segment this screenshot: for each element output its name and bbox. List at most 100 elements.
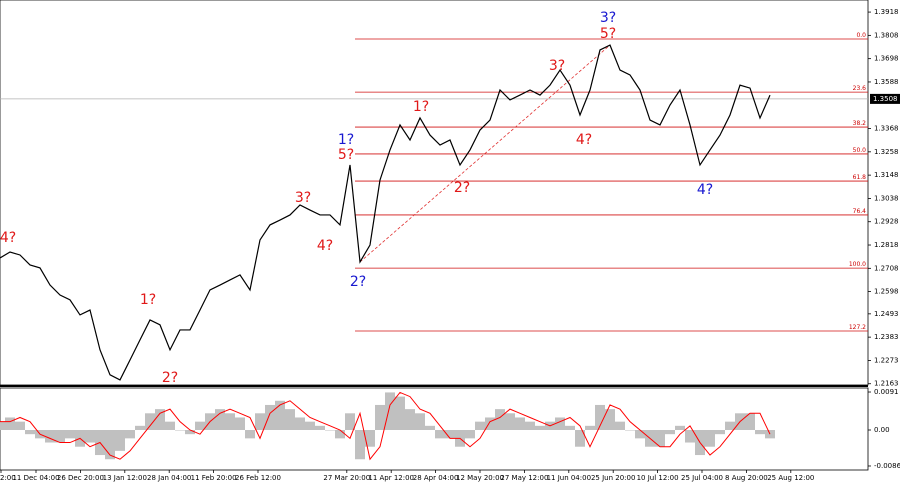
x-tick-label: 26 Feb 12:00	[235, 474, 281, 482]
y-tick-label: 1.3808	[874, 31, 899, 39]
x-tick-label: 13 Jan 12:00	[103, 474, 147, 482]
histogram-bar	[335, 430, 345, 439]
x-tick-label: 11 Dec 04:00	[12, 474, 59, 482]
y-tick-label: 1.3698	[874, 55, 899, 63]
histogram-bar	[55, 430, 65, 443]
wave-label: 2?	[454, 180, 470, 196]
x-tick-label: 28 Apr 04:00	[413, 474, 459, 482]
histogram-bar	[125, 430, 135, 439]
y-tick-label: 1.3588	[874, 78, 899, 86]
histogram-bar	[475, 421, 485, 431]
histogram-bar	[375, 404, 385, 431]
price-line	[0, 44, 771, 381]
y-tick-label: 1.2818	[874, 241, 899, 249]
x-tick-label: 11 Feb 20:00	[191, 474, 237, 482]
y-tick-label: 1.2383	[874, 333, 899, 341]
histogram-bar	[245, 430, 255, 439]
histogram-bar	[165, 421, 175, 431]
histogram-bar	[225, 413, 235, 431]
fib-label: 0.0	[856, 32, 866, 39]
y-tick-label: 1.3918	[874, 8, 899, 16]
histogram-bar	[345, 413, 355, 431]
histogram-bar	[105, 430, 115, 460]
histogram-bar	[255, 413, 265, 431]
x-tick-label: 10 Jul 12:00	[637, 474, 679, 482]
wave-label: 5?	[338, 147, 354, 163]
histogram-bar	[15, 421, 25, 431]
x-tick-label: 25 Jun 20:00	[591, 474, 635, 482]
histogram-bar	[425, 425, 435, 431]
histogram-bar	[395, 396, 405, 431]
y-tick-label: 1.2493	[874, 310, 899, 318]
histogram-bar	[275, 400, 285, 431]
histogram-bar	[655, 430, 665, 447]
histogram-bar	[215, 409, 225, 431]
x-tick-label: 12 May 20:00	[456, 474, 504, 482]
histogram-bar	[285, 409, 295, 431]
wave-label: 4?	[317, 238, 333, 254]
histogram-bar	[385, 392, 395, 431]
histogram-bar	[535, 425, 545, 431]
histogram-bar	[25, 430, 35, 435]
wave-label: 4?	[0, 230, 16, 246]
x-tick-label: 8 Aug 20:00	[725, 474, 768, 482]
histogram-bar	[725, 421, 735, 431]
histogram-bar	[615, 421, 625, 431]
histogram-bar	[505, 413, 515, 431]
histogram-bar	[145, 413, 155, 431]
current-price-box	[870, 93, 900, 104]
y-tick-label: 1.2598	[874, 288, 899, 296]
wave-label: 1?	[140, 292, 156, 308]
wave-label: 4?	[576, 132, 592, 148]
histogram-bar	[465, 430, 475, 439]
wave-label: 1?	[413, 99, 429, 115]
histogram-bar	[45, 430, 55, 443]
current-price-label: 1.3508	[873, 95, 898, 103]
histogram-bar	[305, 421, 315, 431]
y-tick-label: 1.2928	[874, 218, 899, 226]
fib-label: 50.0	[853, 147, 867, 154]
histogram-bar	[705, 430, 715, 447]
y-tick-label: -0.00862	[874, 462, 900, 470]
histogram-bar	[365, 430, 375, 447]
x-tick-label: 11 Jun 04:00	[547, 474, 591, 482]
fib-label: 23.6	[853, 85, 867, 92]
y-tick-label: 1.3258	[874, 148, 899, 156]
y-tick-label: 0.00	[874, 426, 890, 434]
histogram-bar	[665, 430, 675, 435]
x-tick-label: 28 Jan 04:00	[147, 474, 191, 482]
histogram-bar	[85, 430, 95, 443]
price-panel	[0, 0, 869, 386]
histogram-bar	[5, 417, 15, 431]
x-tick-label: 2:00	[0, 474, 16, 482]
histogram-bar	[685, 430, 695, 443]
histogram-bar	[595, 404, 605, 431]
fib-label: 76.4	[853, 208, 867, 215]
wave-label: 2?	[350, 274, 366, 290]
wave-label: 3?	[600, 10, 616, 26]
wave-label: 1?	[338, 132, 354, 148]
histogram-bar	[495, 409, 505, 431]
signal-line	[0, 391, 771, 461]
histogram-bar	[135, 425, 145, 431]
fib-label: 61.8	[853, 174, 867, 181]
histogram-bar	[435, 430, 445, 439]
wave-label: 5?	[600, 26, 616, 42]
histogram-bar	[755, 430, 765, 435]
y-tick-label: 1.3038	[874, 194, 899, 202]
histogram-bar	[525, 421, 535, 431]
x-tick-label: 11 Apr 12:00	[368, 474, 414, 482]
fib-label: 38.2	[853, 120, 867, 127]
histogram-bar	[355, 430, 365, 460]
x-tick-label: 26 Dec 20:00	[57, 474, 104, 482]
histogram-bar	[635, 430, 645, 439]
fib-label: 127.2	[849, 324, 866, 331]
histogram-bar	[115, 430, 125, 451]
histogram-bar	[625, 430, 635, 431]
y-tick-label: 1.2708	[874, 264, 899, 272]
histogram-bar	[565, 425, 575, 431]
histogram-bar	[65, 430, 75, 439]
y-tick-label: 1.3148	[874, 171, 899, 179]
histogram-bar	[195, 421, 205, 431]
